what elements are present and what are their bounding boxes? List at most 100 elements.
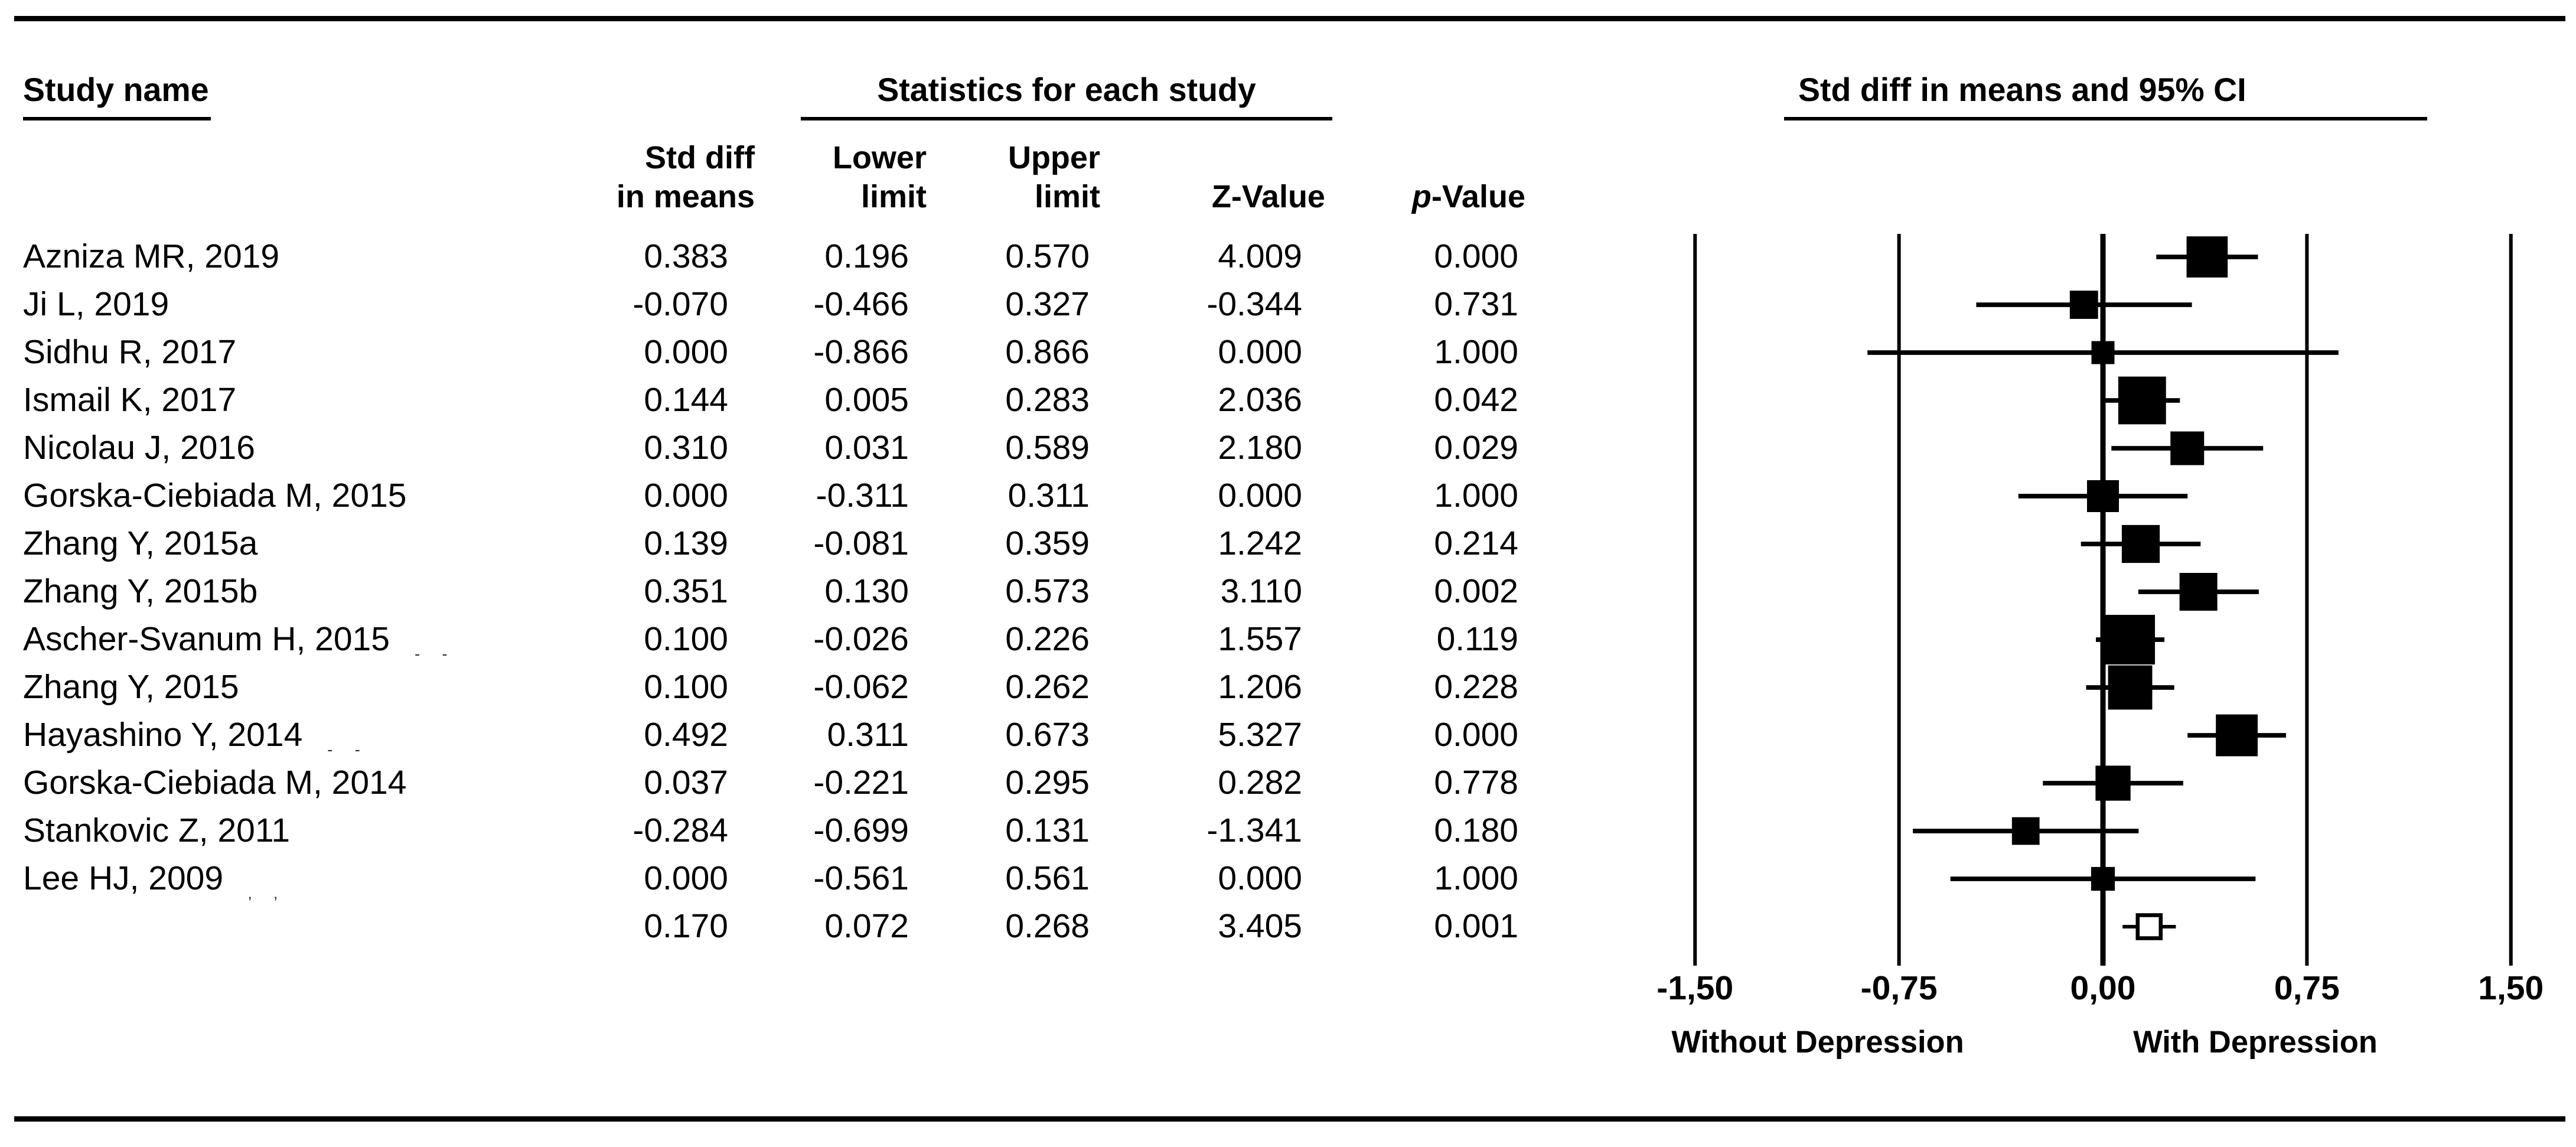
upper-limit-cell: 0.359 [1005, 525, 1090, 563]
z-value-cell: 2.036 [1218, 382, 1302, 419]
lower-limit-cell: 0.196 [824, 238, 909, 276]
upper-limit-cell: 0.131 [1005, 812, 1090, 850]
upper-limit-cell: 0.283 [1005, 382, 1090, 419]
p-value-cell: 0.000 [1434, 716, 1518, 754]
z-value-cell: 5.327 [1218, 716, 1302, 754]
upper-limit-cell: 0.327 [1005, 286, 1090, 324]
effect-size-marker [2186, 236, 2228, 278]
p-value-cell: 0.119 [1436, 621, 1518, 659]
effect-size-marker [2179, 572, 2218, 611]
study-row: Zhang Y, 2015 0.100 -0.062 0.262 1.206 0.228 [0, 664, 1594, 712]
p-value-cell: 0.778 [1434, 764, 1518, 802]
p-value-cell: 0.000 [1434, 238, 1518, 276]
std-diff-cell: 0.037 [644, 764, 728, 802]
lower-limit-cell: -0.221 [813, 764, 909, 802]
std-diff-cell: 0.139 [644, 525, 728, 563]
summary-row: 0.170 0.072 0.268 3.405 0.001 [0, 903, 1594, 951]
std-diff-cell: 0.170 [644, 908, 728, 946]
z-value-cell: 2.180 [1218, 429, 1302, 467]
study-row: Gorska-Ciebiada M, 2014 0.037 -0.221 0.295 0… [0, 760, 1594, 807]
column-header: Z-Value [1211, 179, 1325, 214]
effect-size-marker [2216, 714, 2258, 757]
p-value-cell: 0.001 [1434, 908, 1518, 946]
std-diff-cell: -0.284 [632, 812, 728, 850]
study-name-cell: Ascher-Svanum H, 2015- - [23, 621, 456, 662]
upper-limit-cell: 0.561 [1005, 860, 1090, 898]
upper-limit-cell: 0.262 [1005, 669, 1090, 706]
study-row: Zhang Y, 2015b 0.351 0.130 0.573 3.110 0.002 [0, 568, 1594, 616]
lower-limit-cell: -0.062 [813, 669, 909, 706]
z-value-cell: 3.110 [1220, 573, 1302, 611]
footnote-marks: ‚ ‚ [248, 883, 286, 901]
axis-tick-label: 0,75 [2274, 971, 2340, 1008]
z-value-cell: 1.206 [1218, 669, 1302, 706]
upper-limit-cell: 0.268 [1005, 908, 1090, 946]
effect-size-marker [2069, 291, 2098, 319]
lower-limit-cell: 0.130 [824, 573, 909, 611]
study-name-cell: Azniza MR, 2019 [23, 238, 280, 276]
upper-limit-cell: 0.866 [1005, 334, 1090, 372]
std-diff-cell: 0.351 [644, 573, 728, 611]
lower-limit-cell: -0.081 [813, 525, 909, 563]
std-diff-cell: 0.100 [644, 669, 728, 706]
effect-size-marker [2091, 341, 2115, 364]
lower-limit-cell: 0.311 [827, 716, 909, 754]
upper-limit-cell: 0.673 [1005, 716, 1090, 754]
effect-size-marker [2105, 615, 2156, 664]
column-header: p-Value [1411, 179, 1525, 214]
std-diff-cell: 0.310 [644, 429, 728, 467]
effect-size-marker [2170, 431, 2205, 465]
effect-size-marker [2095, 765, 2131, 801]
study-name-cell: Zhang Y, 2015a [23, 525, 258, 563]
axis-tick-label: 0,00 [2070, 971, 2136, 1008]
upper-limit-cell: 0.311 [1007, 477, 1090, 515]
lower-limit-cell: 0.031 [824, 429, 909, 467]
p-value-cell: 0.029 [1434, 429, 1518, 467]
footnote-marks: - - [415, 644, 456, 662]
std-diff-cell: 0.100 [644, 621, 728, 659]
effect-size-marker [2091, 866, 2115, 891]
column-header: Lower limit [832, 140, 927, 214]
axis-tick-label: -1,50 [1657, 971, 1734, 1008]
effect-size-marker [2011, 817, 2040, 845]
upper-limit-cell: 0.295 [1005, 764, 1090, 802]
study-name-cell: Stankovic Z, 2011 [23, 812, 291, 850]
lower-limit-cell: 0.072 [824, 908, 909, 946]
bottom-rule [14, 1116, 2565, 1122]
study-row: Zhang Y, 2015a 0.139 -0.081 0.359 1.242 0.214 [0, 520, 1594, 568]
study-name-cell: Gorska-Ciebiada M, 2014 [23, 764, 407, 802]
footnote-marks: - - [327, 739, 369, 758]
summary-marker [2135, 913, 2163, 940]
std-diff-cell: 0.000 [644, 860, 728, 898]
column-header: Upper limit [1007, 140, 1100, 214]
z-value-cell: 1.242 [1218, 525, 1302, 563]
axis-tick-label: -0,75 [1860, 971, 1938, 1008]
p-value-cell: 0.731 [1434, 286, 1518, 324]
upper-limit-cell: 0.573 [1005, 573, 1090, 611]
z-value-cell: 3.405 [1218, 908, 1302, 946]
study-name-cell: Zhang Y, 2015b [23, 573, 258, 611]
left-direction-label: Without Depression [1671, 1024, 1964, 1060]
std-diff-cell: 0.000 [644, 334, 728, 372]
study-name-cell: Ji L, 2019 [23, 286, 169, 324]
p-value-cell: 1.000 [1434, 860, 1518, 898]
study-row: Nicolau J, 2016 0.310 0.031 0.589 2.180 0.029 [0, 425, 1594, 473]
lower-limit-cell: -0.311 [816, 477, 909, 515]
lower-limit-cell: 0.005 [824, 382, 909, 419]
plot-header: Std diff in means and 95% CI [1784, 71, 2427, 120]
p-value-cell: 0.002 [1434, 573, 1518, 611]
effect-size-marker [2108, 665, 2153, 710]
study-name-cell: Ismail K, 2017 [23, 382, 237, 419]
z-value-cell: -1.341 [1207, 812, 1302, 850]
upper-limit-cell: 0.589 [1005, 429, 1090, 467]
upper-limit-cell: 0.226 [1005, 621, 1090, 659]
axis-tick-label: 1,50 [2478, 971, 2544, 1008]
study-row: Ji L, 2019 -0.070 -0.466 0.327 -0.344 0.731 [0, 281, 1594, 329]
study-name-cell: Sidhu R, 2017 [23, 334, 237, 372]
std-diff-cell: 0.383 [644, 238, 728, 276]
study-name-header: Study name [23, 71, 211, 120]
z-value-cell: 1.557 [1218, 621, 1302, 659]
p-value-cell: 1.000 [1434, 477, 1518, 515]
